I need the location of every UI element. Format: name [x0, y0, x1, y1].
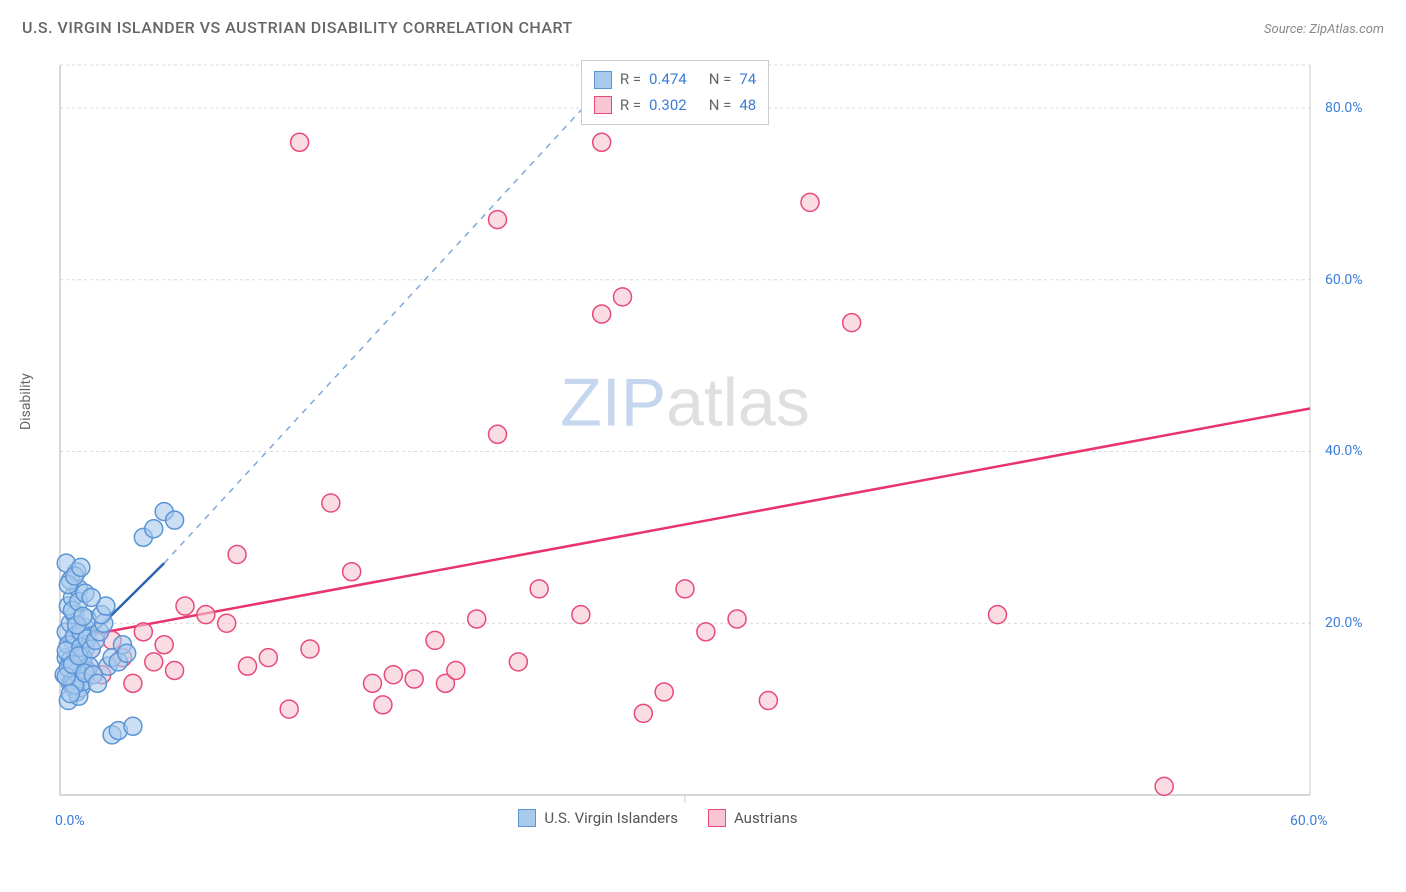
n-value: 74 [739, 67, 756, 93]
series-swatch [594, 96, 612, 114]
y-axis-label: Disability [18, 373, 34, 430]
scatter-plot: ZIPatlas [50, 55, 1350, 825]
legend-label: Austrians [734, 809, 798, 827]
legend-label: U.S. Virgin Islanders [544, 809, 678, 827]
n-label: N = [709, 93, 732, 119]
correlation-stats-box: R = 0.474 N = 74 R = 0.302 N = 48 [581, 60, 769, 125]
x-tick-label: 60.0% [1290, 813, 1328, 829]
series-swatch [594, 71, 612, 89]
stats-row: R = 0.474 N = 74 [594, 67, 756, 93]
legend-swatch [708, 809, 726, 827]
chart-title: U.S. VIRGIN ISLANDER VS AUSTRIAN DISABIL… [22, 18, 573, 37]
source-attribution: Source: ZipAtlas.com [1264, 22, 1384, 37]
legend-swatch [518, 809, 536, 827]
legend-item: Austrians [708, 809, 798, 827]
r-label: R = [620, 67, 641, 93]
stats-row: R = 0.302 N = 48 [594, 93, 756, 119]
y-tick-label: 20.0% [1325, 615, 1363, 631]
legend-item: U.S. Virgin Islanders [518, 809, 678, 827]
n-value: 48 [739, 93, 756, 119]
r-value: 0.474 [649, 67, 687, 93]
chart-svg: ZIPatlas [50, 55, 1350, 825]
x-tick-label: 0.0% [55, 813, 85, 829]
r-label: R = [620, 93, 641, 119]
r-value: 0.302 [649, 93, 687, 119]
n-label: N = [709, 67, 732, 93]
y-tick-label: 40.0% [1325, 443, 1363, 459]
series-legend: U.S. Virgin Islanders Austrians [518, 809, 797, 827]
y-tick-label: 60.0% [1325, 272, 1363, 288]
svg-text:ZIPatlas: ZIPatlas [560, 365, 809, 441]
y-tick-label: 80.0% [1325, 100, 1363, 116]
